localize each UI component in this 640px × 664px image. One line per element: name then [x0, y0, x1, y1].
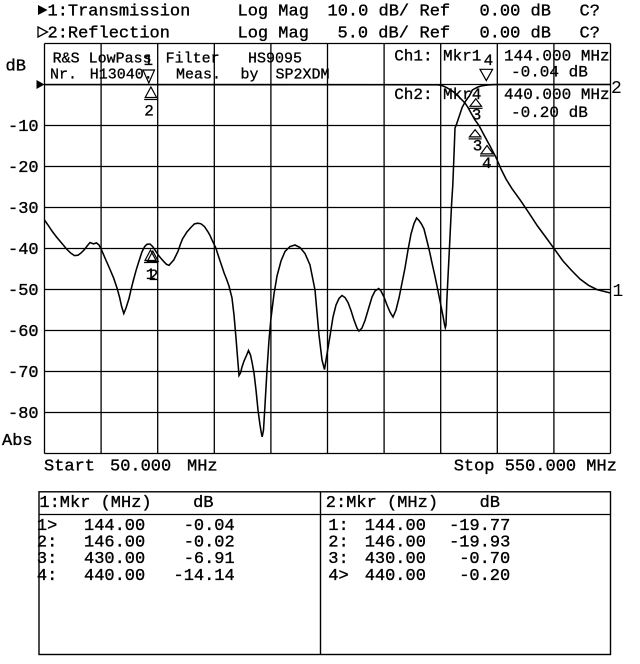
svg-text:2: 2 — [611, 79, 622, 99]
svg-text:dB: dB — [480, 494, 500, 513]
svg-text:-0.70: -0.70 — [459, 550, 510, 569]
svg-text:2:Reflection: 2:Reflection — [48, 25, 170, 44]
svg-text:2:: 2: — [37, 534, 57, 553]
svg-text:Meas.: Meas. — [176, 66, 221, 83]
svg-text:dB: dB — [193, 494, 213, 513]
svg-text:-19.93: -19.93 — [449, 534, 510, 553]
svg-text:-40: -40 — [8, 241, 39, 260]
svg-text:Ch2:: Ch2: — [394, 86, 432, 104]
svg-text:by: by — [241, 66, 259, 83]
svg-text:-19.77: -19.77 — [449, 517, 510, 536]
svg-text:144.00: 144.00 — [365, 517, 426, 536]
svg-text:1>: 1> — [37, 517, 57, 536]
svg-text:SP2XDM: SP2XDM — [276, 66, 330, 83]
svg-text:0.00 dB: 0.00 dB — [480, 25, 551, 44]
svg-text:-20: -20 — [8, 159, 39, 178]
svg-text:Ref: Ref — [420, 25, 451, 44]
svg-text:440.000 MHz: 440.000 MHz — [504, 86, 610, 104]
svg-text:-60: -60 — [8, 323, 39, 342]
svg-text:4: 4 — [484, 52, 494, 70]
svg-text:4:: 4: — [37, 567, 57, 586]
svg-text:R&S LowPass: R&S LowPass — [53, 50, 152, 67]
svg-text:Filter: Filter — [166, 50, 220, 67]
svg-text:Ref: Ref — [420, 3, 451, 22]
svg-text:4: 4 — [482, 155, 492, 173]
svg-text:2: 2 — [144, 103, 154, 121]
svg-text:H13040.: H13040. — [90, 66, 153, 83]
svg-text:Log Mag: Log Mag — [238, 3, 309, 22]
svg-text:-0.02: -0.02 — [184, 534, 235, 553]
svg-text:C?: C? — [580, 3, 600, 22]
svg-text:-70: -70 — [8, 364, 39, 383]
svg-text:-10: -10 — [8, 118, 39, 137]
svg-text:-0.20: -0.20 — [459, 567, 510, 586]
svg-text:Nr.: Nr. — [50, 66, 77, 83]
svg-text:1: 1 — [144, 52, 154, 70]
svg-text:Abs: Abs — [2, 432, 33, 451]
svg-text:430.00: 430.00 — [84, 550, 145, 569]
svg-text:144.000 MHz: 144.000 MHz — [504, 48, 610, 66]
svg-text:1:Transmission: 1:Transmission — [48, 3, 191, 22]
svg-text:Mkr4: Mkr4 — [443, 86, 481, 104]
svg-text:2:Mkr (MHz): 2:Mkr (MHz) — [326, 494, 438, 513]
svg-text:1: 1 — [146, 266, 156, 284]
svg-text:Ch1:: Ch1: — [394, 48, 432, 66]
svg-text:1:Mkr (MHz): 1:Mkr (MHz) — [39, 494, 151, 513]
svg-text:-6.91: -6.91 — [184, 550, 235, 569]
svg-text:Stop 550.000 MHz: Stop 550.000 MHz — [454, 458, 617, 477]
svg-text:2: 2 — [149, 267, 159, 285]
svg-text:Start: Start — [44, 458, 95, 477]
svg-text:-30: -30 — [8, 200, 39, 219]
svg-text:C?: C? — [580, 25, 600, 44]
svg-text:1: 1 — [613, 282, 624, 302]
svg-text:Log Mag: Log Mag — [238, 25, 309, 44]
svg-text:1:: 1: — [328, 517, 348, 536]
svg-text:440.00: 440.00 — [365, 567, 426, 586]
svg-text:3:: 3: — [328, 550, 348, 569]
svg-text:-0.04 dB: -0.04 dB — [511, 64, 588, 82]
svg-text:146.00: 146.00 — [84, 534, 145, 553]
svg-text:50.000: 50.000 — [110, 458, 171, 477]
svg-text:146.00: 146.00 — [365, 534, 426, 553]
svg-text:2:: 2: — [328, 534, 348, 553]
svg-text:430.00: 430.00 — [365, 550, 426, 569]
svg-text:0.00 dB: 0.00 dB — [480, 3, 551, 22]
svg-text:3:: 3: — [37, 550, 57, 569]
svg-text:4>: 4> — [328, 567, 348, 586]
svg-text:HS9095: HS9095 — [248, 50, 302, 67]
svg-text:144.00: 144.00 — [84, 517, 145, 536]
svg-text:3: 3 — [472, 107, 482, 125]
svg-text:dB: dB — [6, 58, 26, 77]
svg-text:-0.04: -0.04 — [184, 517, 235, 536]
svg-text:-50: -50 — [8, 282, 39, 301]
svg-text:-80: -80 — [8, 405, 39, 424]
svg-text:5.0 dB/: 5.0 dB/ — [338, 25, 409, 44]
svg-text:-0.20 dB: -0.20 dB — [511, 104, 588, 122]
svg-text:-14.14: -14.14 — [174, 567, 235, 586]
svg-text:10.0 dB/: 10.0 dB/ — [328, 3, 410, 22]
svg-text:3: 3 — [473, 138, 483, 156]
svg-text:MHz: MHz — [187, 458, 218, 477]
svg-text:440.00: 440.00 — [84, 567, 145, 586]
svg-text:Mkr1: Mkr1 — [443, 48, 481, 66]
